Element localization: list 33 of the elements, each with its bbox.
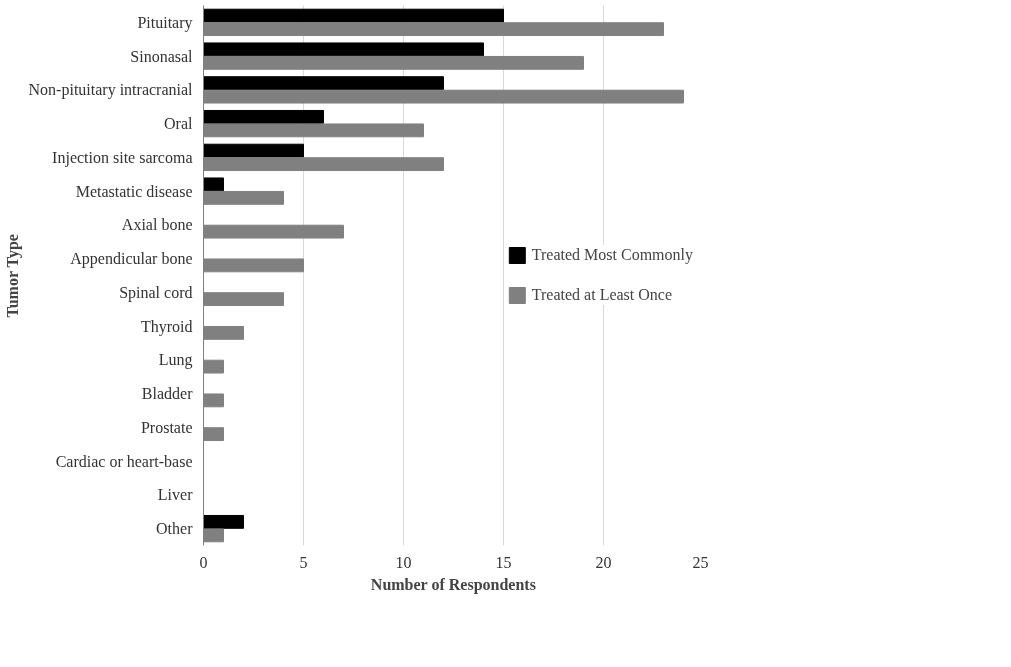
bar	[203, 143, 304, 158]
legend-label: Treated Most Commonly	[531, 246, 693, 264]
bar	[203, 109, 324, 124]
y-tick-label: Axial bone	[121, 216, 193, 234]
bar	[203, 514, 244, 529]
y-tick-label: Cardiac or heart-base	[55, 452, 193, 470]
y-tick-label: Liver	[157, 486, 194, 504]
y-tick-label: Non-pituitary intracranial	[28, 81, 194, 100]
y-tick-label: Metastatic disease	[75, 182, 193, 200]
y-tick-label: Prostate	[140, 418, 193, 436]
bar	[203, 42, 484, 57]
x-tick-label: 25	[692, 553, 709, 571]
bar	[203, 177, 224, 192]
bar	[203, 8, 504, 23]
x-tick-label: 15	[495, 553, 512, 571]
x-tick-label: 20	[595, 553, 612, 571]
x-tick-label: 10	[395, 553, 412, 571]
y-tick-label: Sinonasal	[130, 47, 194, 65]
y-axis-title: Tumor Type	[3, 234, 22, 318]
y-tick-label: Injection site sarcoma	[52, 148, 193, 167]
y-tick-label: Bladder	[141, 385, 194, 403]
y-tick-label: Lung	[158, 351, 193, 370]
legend-label: Treated at Least Once	[531, 286, 673, 304]
y-tick-label: Other	[156, 520, 194, 538]
x-tick-label: 5	[299, 553, 308, 571]
bar	[203, 76, 444, 91]
y-tick-label: Oral	[164, 115, 194, 133]
x-tick-label: 0	[199, 553, 208, 571]
x-axis-title: Number of Respondents	[370, 575, 536, 594]
y-tick-label: Appendicular bone	[70, 250, 193, 269]
y-tick-label: Pituitary	[137, 13, 193, 32]
y-tick-label: Spinal cord	[119, 283, 193, 302]
y-tick-label: Thyroid	[140, 317, 193, 336]
